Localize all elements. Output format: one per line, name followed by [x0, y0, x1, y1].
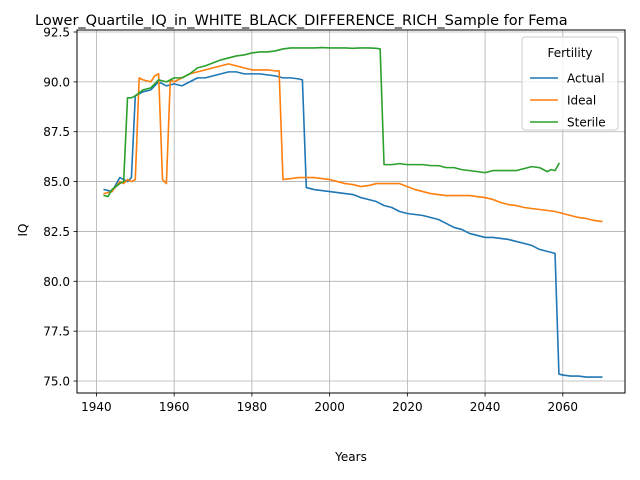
grid	[77, 30, 625, 393]
legend-box	[521, 36, 619, 131]
legend-entries: Actual Ideal Sterile	[530, 72, 606, 130]
legend-label-actual: Actual	[567, 72, 605, 86]
x-tick-label: 2040	[470, 400, 501, 414]
y-tick-label: 85.0	[43, 175, 70, 189]
legend-label-ideal: Ideal	[567, 94, 596, 108]
legend-title: Fertility	[547, 46, 592, 60]
x-tick-label: 2020	[392, 400, 423, 414]
y-tick-label: 80.0	[43, 275, 70, 289]
x-tick-label: 1960	[159, 400, 190, 414]
y-tick-label: 82.5	[43, 225, 70, 239]
y-tick-label: 87.5	[43, 125, 70, 139]
x-tick-label: 2000	[314, 400, 345, 414]
x-tick-label: 1980	[237, 400, 268, 414]
y-tick-label: 77.5	[43, 325, 70, 339]
legend-label-sterile: Sterile	[567, 116, 606, 130]
series-lines	[103, 46, 603, 378]
x-axis-label: Years	[334, 450, 367, 464]
x-axis-ticks: 1940 1960 1980 2000 2020 2040 2060	[81, 393, 578, 414]
y-tick-label: 75.0	[43, 375, 70, 389]
legend: Fertility Actual Ideal Sterile	[521, 36, 619, 131]
series-line-ideal	[103, 63, 603, 223]
y-axis-label: IQ	[16, 224, 30, 237]
x-tick-label: 1940	[81, 400, 112, 414]
y-tick-label: 92.5	[43, 25, 70, 39]
series-line-sterile	[103, 46, 561, 198]
y-tick-label: 90.0	[43, 75, 70, 89]
y-axis-ticks: 75.0 77.5 80.0 82.5 85.0 87.5 90.0 92.5	[43, 25, 77, 389]
plot-frame	[76, 29, 626, 394]
chart-title: Lower_Quartile_IQ_in_WHITE_BLACK_DIFFERE…	[35, 13, 568, 29]
x-tick-label: 2060	[548, 400, 579, 414]
series-line-actual	[103, 71, 603, 378]
